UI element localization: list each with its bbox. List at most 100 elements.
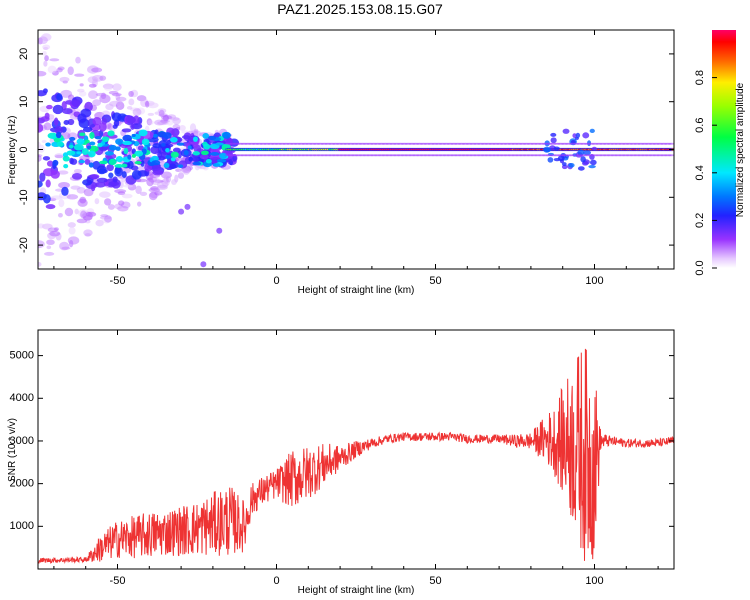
heatmap-cell	[66, 194, 79, 200]
colorbar-gradient	[712, 30, 736, 268]
heatmap-cell	[147, 120, 154, 125]
heatmap-cell	[78, 132, 86, 137]
heatmap-cell	[84, 158, 91, 165]
heatmap-cell	[583, 150, 591, 156]
heatmap-cell	[76, 151, 82, 155]
heatmap-cell	[66, 150, 76, 156]
heatmap-cell	[87, 76, 99, 84]
heatmap-cell	[137, 201, 142, 207]
heatmap-cell	[45, 179, 51, 188]
heatmap-cell	[46, 245, 52, 250]
heatmap-cell	[108, 158, 117, 166]
x-tick-label: 50	[429, 275, 441, 287]
heatmap-cell	[38, 123, 44, 133]
heatmap-cell	[134, 160, 142, 165]
heatmap-cell	[188, 156, 194, 162]
heatmap-cell	[67, 118, 75, 126]
heatmap-cell	[177, 172, 185, 179]
heatmap-cell	[131, 133, 136, 138]
heatmap-cell	[78, 159, 86, 164]
heatmap-cell	[157, 150, 163, 160]
heatmap-cell	[97, 142, 103, 148]
heatmap-cell	[98, 122, 107, 132]
heatmap-cell	[46, 239, 55, 246]
heatmap-cell	[135, 185, 142, 195]
x-tick-label: -50	[110, 575, 126, 587]
heatmap-cell	[86, 145, 92, 150]
heatmap-cell	[145, 100, 150, 108]
heatmap-cell	[203, 143, 211, 150]
heatmap-cell	[147, 112, 155, 116]
colorbar-label: Normalized spectral amplitude	[735, 82, 746, 217]
heatmap-cell	[38, 262, 42, 267]
heatmap-panel: -50 0 50 100 -20 -10 0 10 20 Height of straight …	[7, 29, 675, 296]
heatmap-cell	[59, 76, 70, 83]
heatmap-cell	[74, 73, 85, 77]
heatmap-cell	[128, 90, 134, 97]
y-tick-label: 2000	[10, 478, 34, 490]
heatmap-cell	[91, 184, 96, 192]
heatmap-cell	[38, 223, 45, 229]
heatmap-cell	[92, 99, 102, 106]
heatmap-cell	[99, 191, 111, 198]
heatmap-cell	[84, 139, 90, 144]
heatmap-cell	[69, 136, 76, 141]
heatmap-cell	[88, 83, 97, 88]
heatmap-cell	[39, 172, 46, 182]
heatmap-cell	[112, 176, 118, 183]
heatmap-cell	[73, 143, 84, 151]
heatmap-cell	[54, 154, 64, 159]
heatmap-cell	[114, 166, 123, 177]
heatmap-cell	[550, 137, 557, 144]
heatmap-cell	[41, 139, 47, 144]
heatmap-cell	[38, 240, 45, 249]
heatmap-cell	[63, 163, 69, 169]
heatmap-cell	[71, 99, 81, 108]
heatmap-cell	[54, 125, 64, 135]
heatmap-cell	[49, 230, 61, 237]
snr-xlabel: Height of straight line (km)	[298, 585, 415, 596]
heatmap-cell	[68, 227, 76, 235]
x-tick-label: 0	[273, 575, 279, 587]
colorbar-tick-label: 0.8	[694, 70, 706, 85]
heatmap-cell	[96, 177, 108, 183]
heatmap-cell	[146, 177, 154, 187]
heatmap-cell	[74, 208, 79, 215]
heatmap-cell	[154, 188, 161, 193]
heatmap-cell	[207, 135, 217, 141]
heatmap-cell	[667, 142, 674, 145]
heatmap-cell	[47, 65, 57, 74]
heatmap-cell	[43, 194, 51, 204]
heatmap-cell	[591, 146, 597, 151]
heatmap-cell	[589, 159, 597, 166]
heatmap-cell	[67, 66, 74, 76]
heatmap-cell	[81, 148, 89, 156]
heatmap-cell	[170, 157, 176, 162]
heatmap-cell	[178, 125, 186, 131]
heatmap-cell	[58, 181, 70, 189]
heatmap-cell	[562, 128, 570, 134]
heatmap-cell	[79, 196, 87, 204]
heatmap-cell	[161, 143, 166, 147]
heatmap-cell	[49, 58, 60, 62]
heatmap-cell	[171, 179, 177, 186]
heatmap-cell	[99, 160, 108, 165]
heatmap-cell	[183, 150, 189, 156]
heatmap-cell	[588, 164, 596, 169]
heatmap-cell	[192, 136, 198, 142]
heatmap-cell	[219, 152, 228, 160]
heatmap-cell	[667, 154, 674, 157]
y-tick-label: 1000	[10, 520, 34, 532]
heatmap-cell	[79, 83, 84, 87]
figure-title: PAZ1.2025.153.08.15.G07	[277, 1, 443, 17]
heatmap-cell	[553, 146, 560, 151]
heatmap-cell	[139, 191, 148, 196]
heatmap-cell	[83, 215, 93, 221]
heatmap-cell	[53, 117, 59, 126]
heatmap-cell	[58, 198, 65, 208]
y-tick-label: -20	[18, 237, 30, 253]
heatmap-cell	[45, 142, 51, 147]
heatmap-cell	[192, 161, 202, 166]
heatmap-cell	[95, 219, 104, 227]
heatmap-cell	[45, 204, 56, 210]
